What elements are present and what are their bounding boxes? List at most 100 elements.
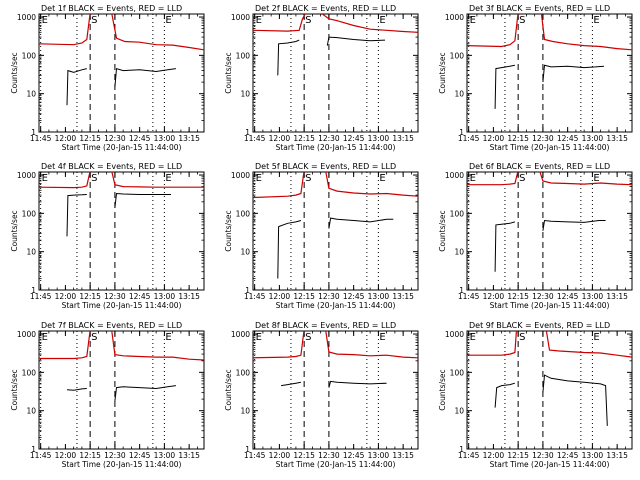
x-tick-label: 12:30: [104, 134, 126, 143]
lld-series-line: [325, 172, 418, 197]
panel-title: Det 3f BLACK = Events, RED = LLD: [469, 4, 610, 13]
lld-series-line: [39, 331, 91, 360]
x-tick-label: 13:15: [178, 134, 200, 143]
x-tick-label: 11:45: [244, 134, 266, 143]
marker-label: S: [305, 15, 311, 26]
events-series-line: [66, 194, 87, 237]
x-tick-label: 12:45: [557, 292, 579, 301]
lld-series-line: [325, 331, 418, 359]
y-axis-label: Counts/sec: [224, 210, 233, 251]
x-tick-label: 13:00: [368, 134, 390, 143]
x-tick-label: 11:45: [30, 451, 52, 460]
x-axis-label: Start Time (20-Jan-15 11:44:00): [276, 460, 396, 469]
marker-label: S: [519, 332, 525, 343]
x-tick-label: 12:45: [343, 451, 365, 460]
x-tick-label: 12:00: [483, 292, 505, 301]
marker-label: E: [165, 332, 171, 343]
lld-series-line: [545, 331, 632, 358]
events-series-line: [542, 374, 608, 426]
marker-label: S: [91, 332, 97, 343]
x-axis-label: Start Time (20-Jan-15 11:44:00): [62, 301, 182, 310]
x-tick-label: 12:15: [79, 134, 101, 143]
x-tick-label: 12:30: [532, 134, 554, 143]
y-tick-label: 1000: [17, 13, 36, 22]
marker-label: E: [593, 173, 599, 184]
chart-panel-4: Det 4f BLACK = Events, RED = LLD 1 10 100 10…: [10, 162, 205, 310]
marker-label: E: [470, 173, 476, 184]
marker-label: E: [165, 173, 171, 184]
marker-label: E: [593, 332, 599, 343]
x-axis-label: Start Time (20-Jan-15 11:44:00): [276, 143, 396, 152]
marker-label: E: [379, 332, 385, 343]
series-group: [39, 14, 204, 106]
y-tick-label: 100: [450, 209, 465, 218]
series-group: [253, 331, 418, 388]
marker-label: S: [305, 173, 311, 184]
y-tick-label: 1000: [445, 330, 464, 339]
marker-label: E: [470, 15, 476, 26]
events-series-line: [66, 68, 87, 106]
y-tick-label: 1: [31, 128, 36, 137]
x-tick-label: 12:00: [483, 451, 505, 460]
y-tick-label: 10: [26, 407, 36, 416]
lld-series-line: [111, 331, 204, 361]
plot-frame: [252, 171, 419, 291]
x-tick-label: 12:00: [269, 451, 291, 460]
series-group: [39, 172, 204, 237]
panel-title: Det 8f BLACK = Events, RED = LLD: [255, 321, 396, 330]
y-axis-label: Counts/sec: [10, 52, 19, 93]
y-axis-label: Counts/sec: [10, 369, 19, 410]
chart-panel-8: Det 8f BLACK = Events, RED = LLD 1 10 100 10…: [224, 321, 419, 469]
x-tick-label: 12:15: [507, 451, 529, 460]
marker-label: E: [470, 332, 476, 343]
panel-title: Det 9f BLACK = Events, RED = LLD: [469, 321, 610, 330]
y-tick-label: 10: [240, 90, 250, 99]
chart-panel-1: Det 1f BLACK = Events, RED = LLD 1 10 100 10…: [10, 4, 205, 152]
y-tick-label: 1: [245, 128, 250, 137]
x-tick-label: 12:00: [55, 292, 77, 301]
x-tick-label: 13:00: [154, 451, 176, 460]
marker-label: S: [91, 173, 97, 184]
x-tick-label: 12:15: [293, 451, 315, 460]
x-tick-label: 13:15: [178, 292, 200, 301]
events-series-line: [328, 217, 394, 229]
y-tick-label: 100: [236, 51, 251, 60]
events-series-line: [542, 64, 605, 83]
series-group: [253, 172, 418, 279]
lld-series-line: [111, 14, 204, 51]
y-tick-label: 1: [245, 286, 250, 295]
x-tick-label: 12:00: [483, 134, 505, 143]
series-group: [253, 14, 418, 76]
y-tick-label: 1000: [445, 13, 464, 22]
y-axis-label: Counts/sec: [224, 369, 233, 410]
marker-label: S: [519, 173, 525, 184]
plot-frame: [38, 171, 205, 291]
x-tick-label: 12:00: [269, 292, 291, 301]
events-series-line: [277, 39, 300, 76]
x-tick-label: 12:00: [55, 451, 77, 460]
x-tick-label: 11:45: [30, 134, 52, 143]
y-tick-label: 1: [31, 445, 36, 454]
lld-series-line: [540, 14, 632, 51]
x-tick-label: 13:15: [392, 134, 414, 143]
x-axis-label: Start Time (20-Jan-15 11:44:00): [276, 301, 396, 310]
lld-series-line: [467, 331, 518, 356]
marker-label: E: [379, 173, 385, 184]
y-tick-label: 1000: [231, 13, 250, 22]
marker-label: E: [256, 15, 262, 26]
y-axis-label: Counts/sec: [438, 52, 447, 93]
y-tick-label: 100: [450, 368, 465, 377]
marker-label: S: [519, 15, 525, 26]
events-series-line: [494, 64, 515, 109]
y-tick-label: 1000: [17, 171, 36, 180]
x-axis-label: Start Time (20-Jan-15 11:44:00): [490, 460, 610, 469]
marker-label: E: [42, 332, 48, 343]
y-tick-label: 1000: [445, 171, 464, 180]
y-tick-label: 1: [245, 445, 250, 454]
marker-label: E: [42, 173, 48, 184]
plot-frame: [38, 330, 205, 450]
y-tick-label: 100: [236, 209, 251, 218]
marker-label: E: [593, 15, 599, 26]
marker-label: S: [91, 15, 97, 26]
events-series-line: [542, 219, 606, 231]
